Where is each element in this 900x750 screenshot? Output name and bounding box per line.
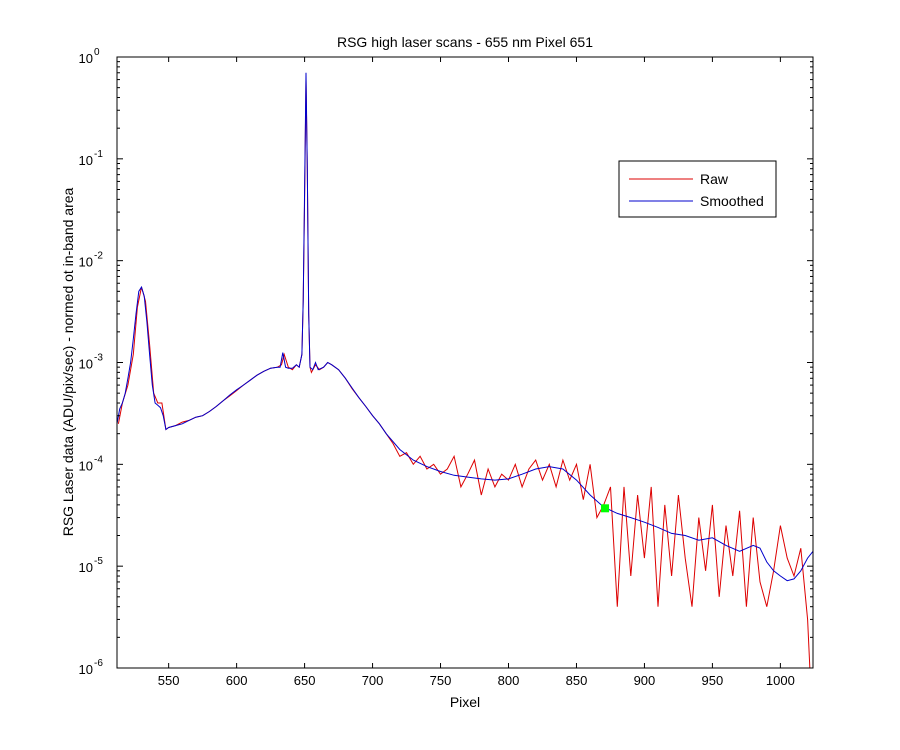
x-tick-label: 950 [702,673,724,688]
legend-label-raw: Raw [700,171,729,187]
chart-title: RSG high laser scans - 655 nm Pixel 651 [337,34,593,50]
x-tick-label: 900 [634,673,656,688]
y-axis-label: RSG Laser data (ADU/pix/sec) - normed ot… [60,187,76,536]
y-tick-label-exp: -6 [94,658,103,669]
y-tick-label-exp: 0 [94,47,100,58]
x-tick-label: 850 [566,673,588,688]
y-tick-label-base: 10 [79,255,93,270]
y-tick-label-base: 10 [79,662,93,677]
y-tick-label-base: 10 [79,51,93,66]
y-tick-label-exp: -2 [94,251,103,262]
legend-box [618,160,777,218]
series-line-smoothed [117,72,813,582]
y-tick-label-base: 10 [79,560,93,575]
y-tick-label-exp: -5 [94,556,103,567]
plot-area [117,72,813,668]
series-clip [117,72,813,668]
x-axis-label: Pixel [450,694,480,710]
legend: Raw Smoothed [618,160,777,218]
x-tick-label: 1000 [766,673,795,688]
y-tick-label-base: 10 [79,357,93,372]
x-tick-label: 650 [294,673,316,688]
y-tick-label-base: 10 [79,153,93,168]
legend-label-smoothed: Smoothed [700,193,764,209]
y-tick-label-exp: -1 [94,149,103,160]
y-tick-label-exp: -3 [94,353,103,364]
highlight-marker [601,504,610,513]
x-tick-label: 750 [430,673,452,688]
plot-frame [116,56,814,669]
x-tick-label: 700 [362,673,384,688]
y-tick-label-base: 10 [79,458,93,473]
x-tick-label: 800 [498,673,520,688]
x-tick-label: 600 [226,673,248,688]
y-tick-label-exp: -4 [94,454,103,465]
x-tick-label: 550 [158,673,180,688]
